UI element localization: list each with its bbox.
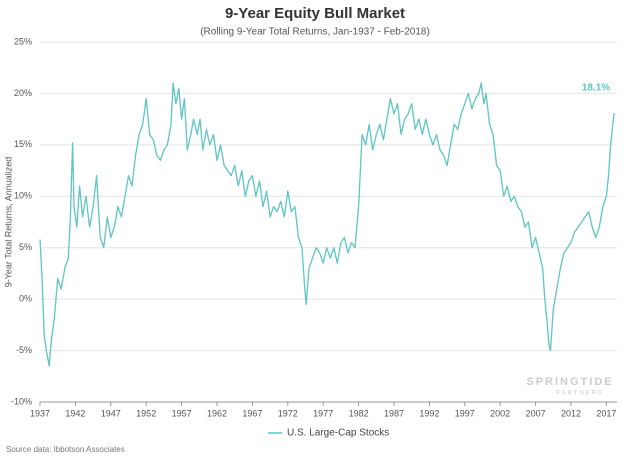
x-tick-label: 1947 xyxy=(101,408,121,418)
x-tick-label: 2012 xyxy=(561,408,581,418)
x-tick-label: 1952 xyxy=(136,408,156,418)
x-tick-label: 1937 xyxy=(30,408,50,418)
watermark-sub: PARTNERS xyxy=(556,391,604,397)
y-tick-label: 25% xyxy=(14,36,32,46)
legend-label: U.S. Large-Cap Stocks xyxy=(287,428,389,439)
x-tick-label: 1992 xyxy=(419,408,439,418)
y-tick-label: 15% xyxy=(14,139,32,149)
y-tick-label: 0% xyxy=(19,294,32,304)
x-tick-label: 1982 xyxy=(349,408,369,418)
y-tick-label: 20% xyxy=(14,88,32,98)
source-note: Source data: Ibbotson Associates xyxy=(6,445,125,454)
x-tick-label: 1997 xyxy=(455,408,475,418)
line-series xyxy=(39,82,615,367)
x-tick-label: 1962 xyxy=(207,408,227,418)
x-tick-label: 2007 xyxy=(526,408,546,418)
y-tick-label: -5% xyxy=(16,345,32,355)
x-tick-label: 1942 xyxy=(65,408,85,418)
x-tick-label: 1972 xyxy=(278,408,298,418)
x-tick-label: 2017 xyxy=(596,408,616,418)
y-tick-label: 5% xyxy=(19,242,32,252)
chart-subtitle: (Rolling 9-Year Total Returns, Jan-1937 … xyxy=(200,27,430,38)
x-tick-label: 1957 xyxy=(172,408,192,418)
y-tick-label: -10% xyxy=(11,396,32,406)
y-axis-label: 9-Year Total Returns, Annualized xyxy=(3,157,13,288)
end-label: 18.1% xyxy=(582,83,610,94)
y-tick-label: 10% xyxy=(14,191,32,201)
watermark: SPRINGTIDE xyxy=(526,376,613,388)
x-tick-label: 2002 xyxy=(490,408,510,418)
x-tick-label: 1967 xyxy=(242,408,262,418)
chart-title: 9-Year Equity Bull Market xyxy=(225,5,405,22)
x-tick-label: 1987 xyxy=(384,408,404,418)
x-tick-label: 1977 xyxy=(313,408,333,418)
